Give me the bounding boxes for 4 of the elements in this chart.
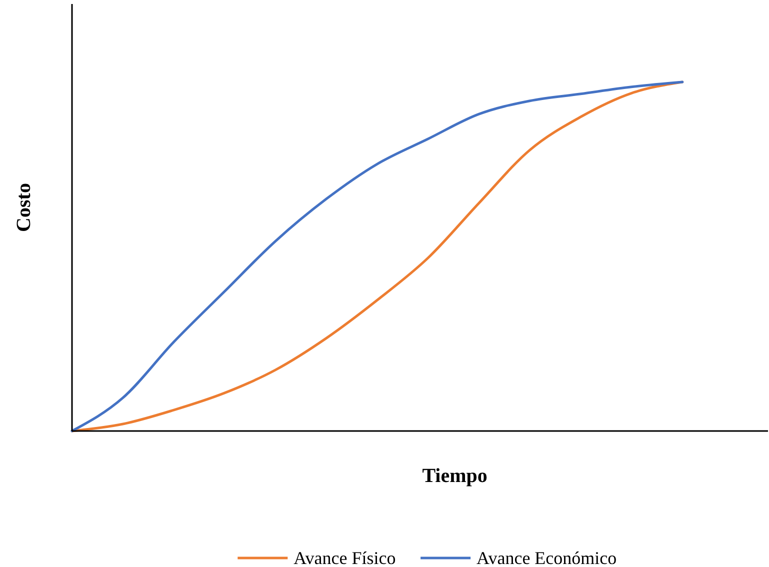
x-axis-title: Tiempo <box>422 465 488 487</box>
legend-label: Avance Económico <box>476 548 617 567</box>
legend-label: Avance Físico <box>294 548 396 567</box>
y-axis-title: Costo <box>13 183 35 232</box>
